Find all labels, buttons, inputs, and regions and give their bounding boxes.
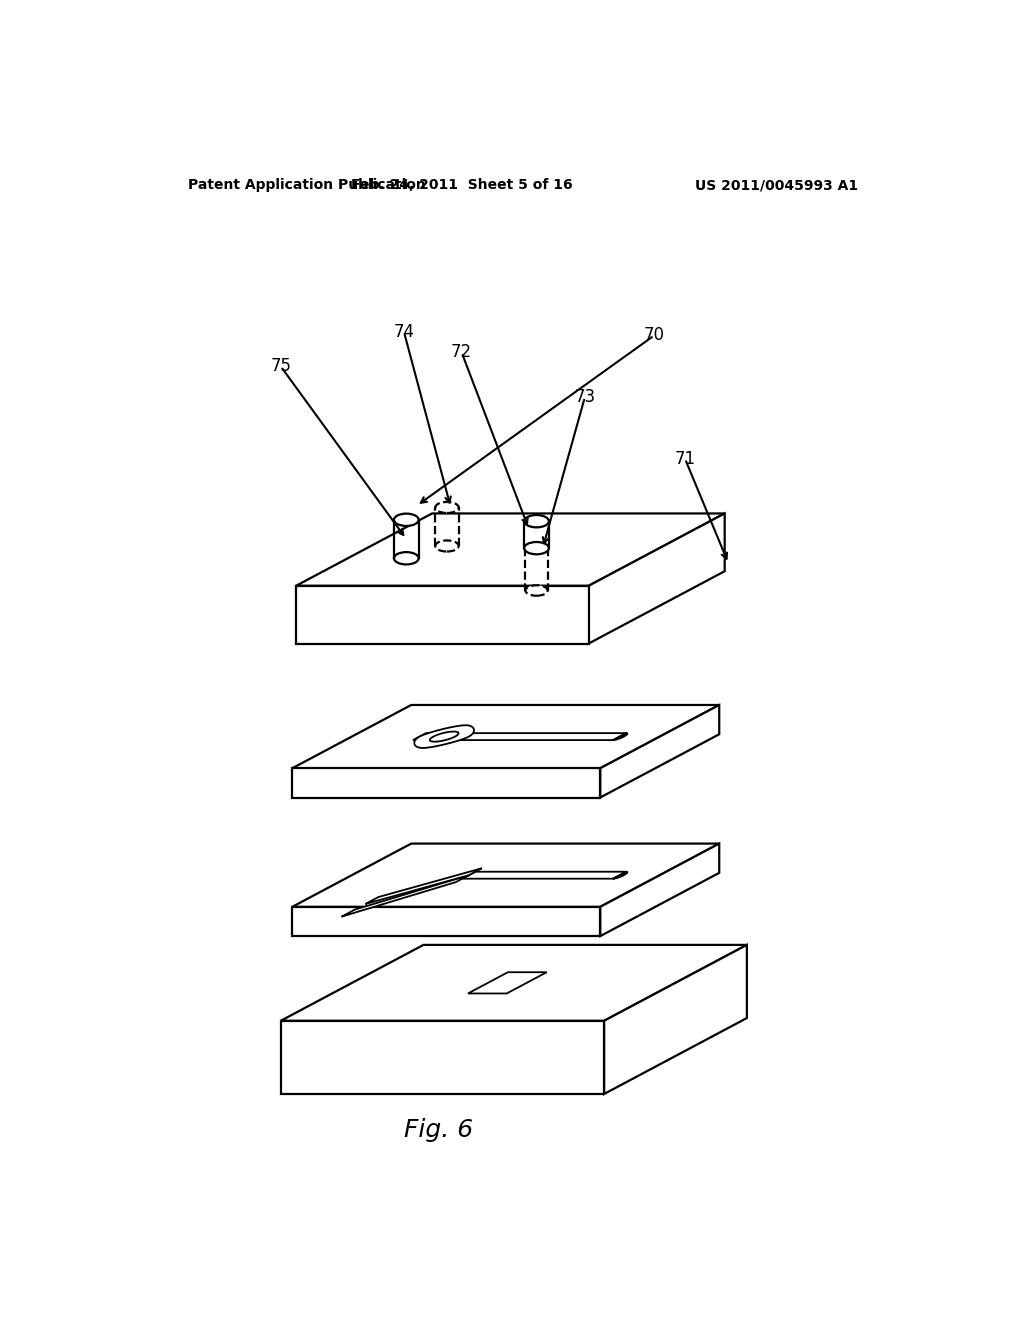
- Polygon shape: [600, 705, 719, 797]
- Polygon shape: [589, 513, 725, 644]
- Text: 71: 71: [675, 450, 695, 467]
- Polygon shape: [413, 733, 628, 741]
- Polygon shape: [415, 725, 474, 748]
- Polygon shape: [342, 875, 469, 916]
- Ellipse shape: [525, 585, 548, 595]
- Ellipse shape: [524, 515, 549, 528]
- Polygon shape: [292, 768, 600, 797]
- Polygon shape: [281, 1020, 604, 1094]
- Polygon shape: [366, 869, 482, 904]
- Ellipse shape: [435, 540, 459, 552]
- Ellipse shape: [394, 552, 419, 565]
- Polygon shape: [600, 843, 719, 936]
- Text: 74: 74: [393, 322, 415, 341]
- Polygon shape: [468, 973, 547, 994]
- Ellipse shape: [394, 513, 419, 525]
- Text: 73: 73: [574, 388, 595, 407]
- Text: Feb. 24, 2011  Sheet 5 of 16: Feb. 24, 2011 Sheet 5 of 16: [351, 178, 572, 193]
- Polygon shape: [430, 731, 459, 742]
- Ellipse shape: [524, 543, 549, 554]
- Text: Patent Application Publication: Patent Application Publication: [188, 178, 426, 193]
- Text: Fig. 6: Fig. 6: [404, 1118, 473, 1142]
- Text: US 2011/0045993 A1: US 2011/0045993 A1: [695, 178, 858, 193]
- Polygon shape: [281, 945, 746, 1020]
- Ellipse shape: [525, 543, 548, 553]
- Polygon shape: [462, 871, 628, 879]
- Polygon shape: [292, 907, 600, 936]
- Polygon shape: [296, 513, 725, 586]
- Polygon shape: [296, 586, 589, 644]
- Polygon shape: [292, 705, 719, 768]
- Text: 75: 75: [270, 358, 291, 375]
- Text: 70: 70: [644, 326, 665, 345]
- Ellipse shape: [435, 502, 459, 513]
- Polygon shape: [292, 843, 719, 907]
- Polygon shape: [604, 945, 746, 1094]
- Text: 72: 72: [452, 343, 472, 362]
